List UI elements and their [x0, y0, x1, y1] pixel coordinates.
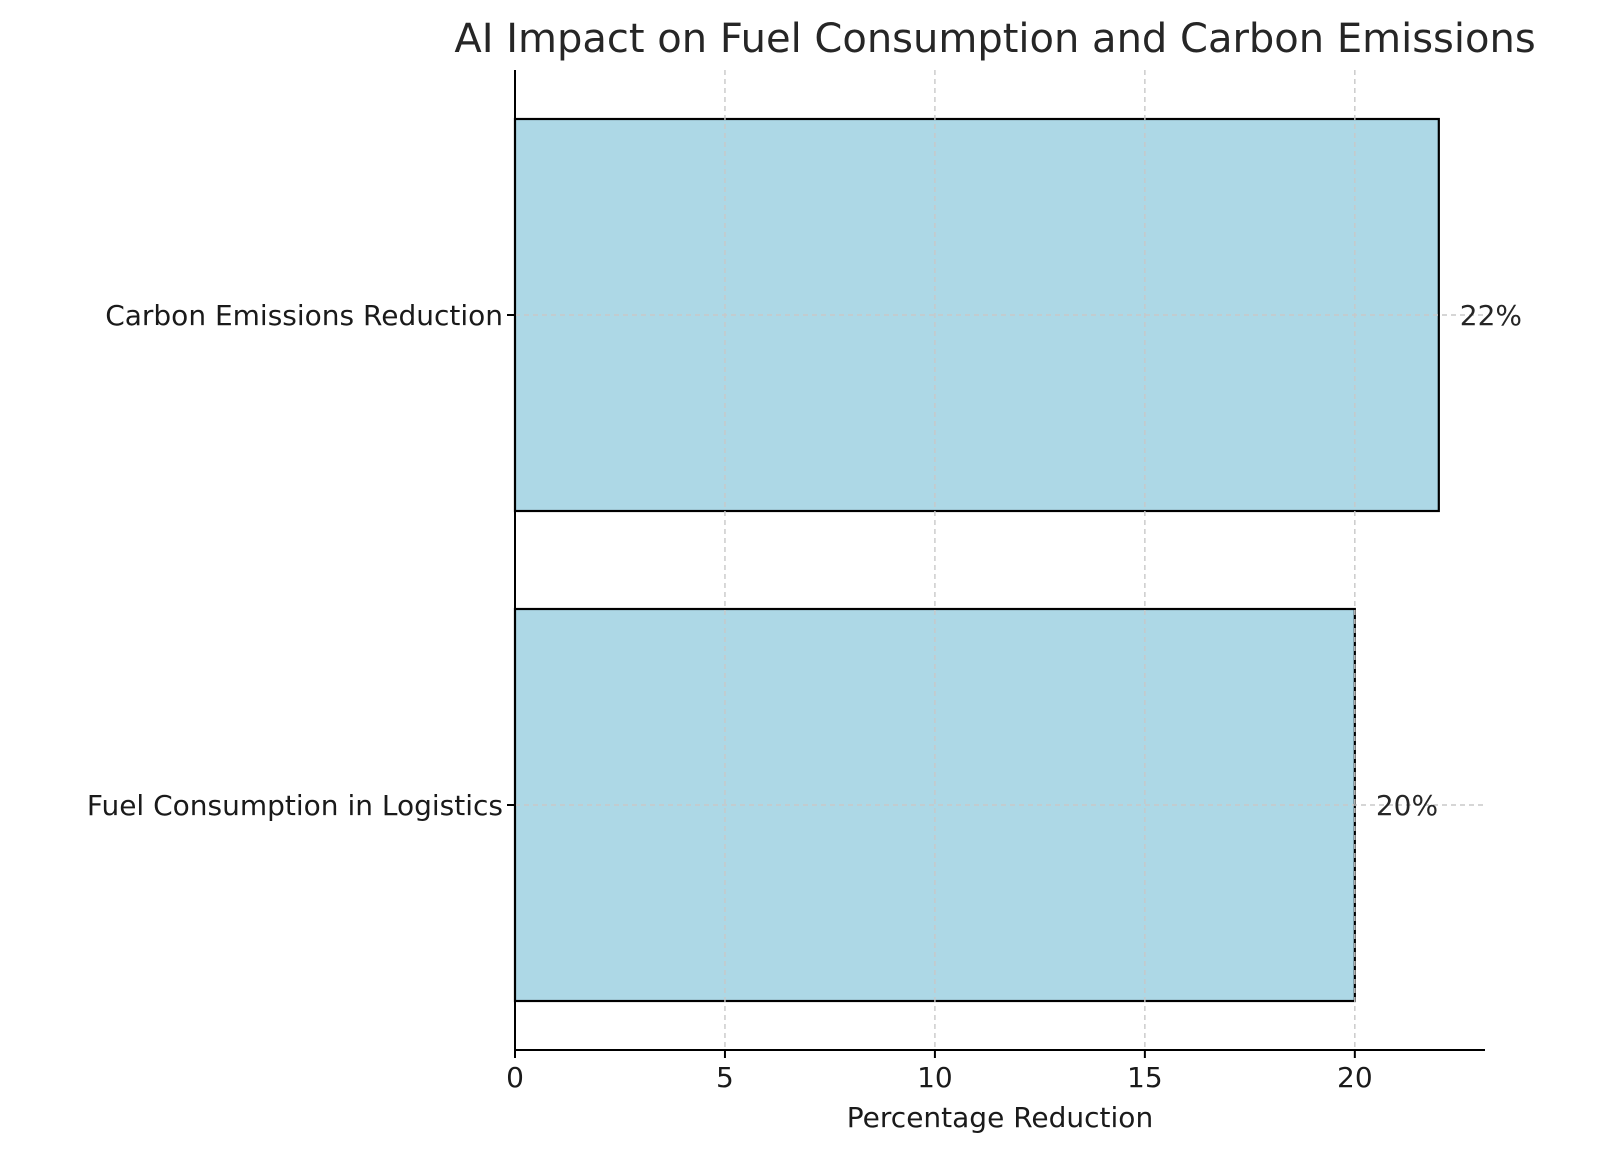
y-tick-label: Carbon Emissions Reduction	[105, 299, 503, 332]
y-tick-label: Fuel Consumption in Logistics	[87, 789, 503, 822]
x-tick-label: 0	[506, 1061, 524, 1094]
bar-value-label: 20%	[1376, 789, 1438, 822]
bar-value-labels: 20% 22%	[1376, 299, 1522, 822]
bars	[513, 117, 1440, 1003]
x-tick-label: 5	[716, 1061, 734, 1094]
x-tick-label: 10	[917, 1061, 953, 1094]
x-tick-label: 20	[1337, 1061, 1373, 1094]
x-tick-label: 15	[1127, 1061, 1163, 1094]
x-axis-label: Percentage Reduction	[847, 1101, 1153, 1134]
bar-value-label: 22%	[1460, 299, 1522, 332]
grid-lines	[515, 70, 1485, 1050]
axes: 0 5 10 15 20 Fuel Consumption in Logistics Car…	[87, 70, 1485, 1094]
chart-title: AI Impact on Fuel Consumption and Carbon…	[454, 16, 1535, 62]
